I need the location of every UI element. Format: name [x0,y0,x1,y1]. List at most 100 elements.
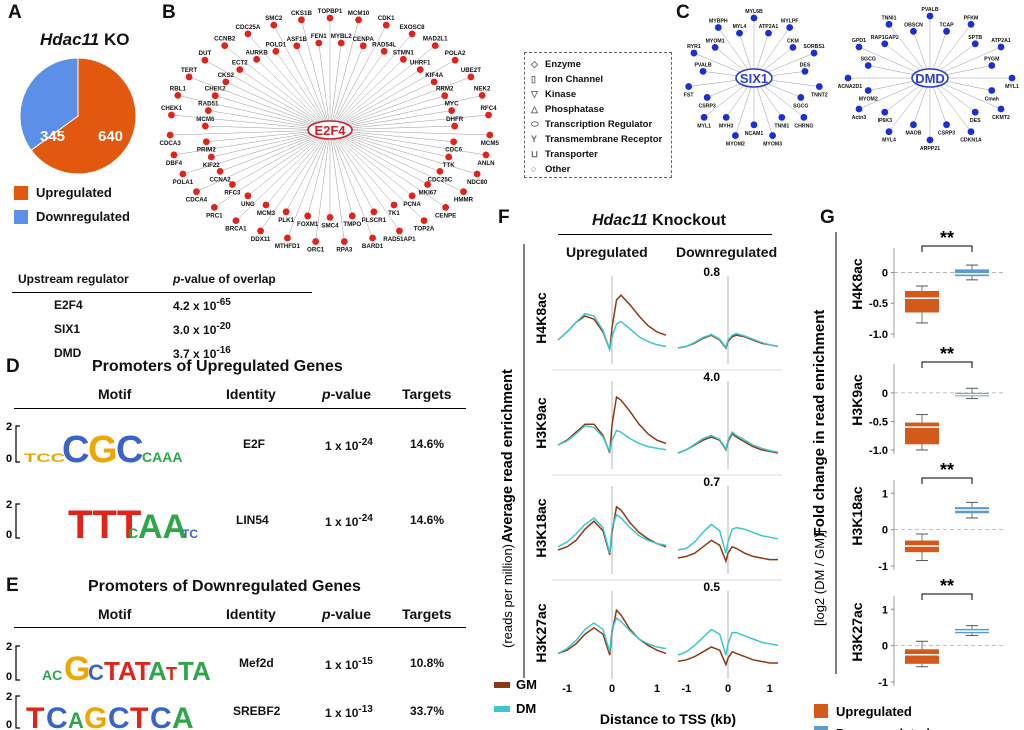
svg-text:C: C [62,429,89,468]
motif-logo-mef2d: 2 0 AC G C TAT A T TA [6,641,211,684]
g-mark-label: H3K9ac [849,374,865,426]
network-edge [275,51,331,131]
down-scale-label: 0.8 [703,265,720,279]
kinase-icon: ▽ [531,89,538,99]
f-x-tick: 0 [725,683,731,695]
six1-gene-label: TNNI1 [774,123,789,129]
dmd-gene-label: ARPP21 [920,146,940,152]
network-edge [329,51,385,131]
e2f4-gene-label: HMMR [454,197,474,204]
network-edge [329,129,464,192]
svg-text:C: C [108,702,130,730]
f-mark-label: H3K27ac [533,603,549,662]
profile-line-dm [677,332,779,349]
e2f4-node [486,131,494,139]
six1-gene-label: ATP2A1 [759,24,779,30]
e2f4-node [430,78,438,86]
e2f4-gene-label: TOPBP1 [318,8,343,15]
e2f4-gene-label: UBE2T [461,67,482,74]
e2f4-node [185,73,193,81]
e2f4-gene-label: MCM5 [481,140,500,147]
dmd-gene-label: CACNA2D1 [838,84,862,90]
e2f4-node [408,30,416,38]
e2f4-gene-label: MCM6 [196,116,215,123]
e2f4-gene-label: CDCA4 [186,197,208,204]
svg-text:TTT: TTT [68,503,141,542]
motif-pvalue: 1 x 10-24 [325,513,373,529]
e2f4-node [211,92,219,100]
e2f4-gene-label: TMPO [343,221,361,228]
g-tick-label: 0 [882,267,888,279]
e2f4-gene-label: CENPA [353,36,375,43]
dmd-node [885,128,893,136]
dmd-node [971,40,979,48]
pvalue-base: 3.0 x 10 [173,323,217,337]
table-row: E2F4 4.2 x 10-65 [12,293,312,318]
dmd-node [910,27,917,35]
e2f4-gene-label: EXOSC8 [400,24,426,31]
e2f4-gene-label: CDC25A [236,24,261,31]
e2f4-node [232,217,240,225]
f-legend-label: DM [516,701,536,716]
profile-line-dm [557,424,667,454]
dmd-gene-label: PFKM [964,15,979,21]
e2f4-gene-label: CDC25C [428,176,453,183]
e2f4-node [168,111,175,119]
e2f4-gene-label: DDX11 [251,236,271,243]
f-x-tick: 0 [609,683,615,695]
motif-identity: LIN54 [236,513,269,527]
network-edge [329,45,364,131]
box-upregulated [905,649,939,664]
e2f4-node [416,66,424,74]
chip-profile-chart: Average read enrichment (reads per milli… [494,244,782,727]
e2f4-node [201,56,209,64]
e2f4-node [222,78,230,86]
six1-node [750,121,758,129]
significance-bracket [921,593,973,600]
pvalue-exp: -15 [358,656,373,667]
network-edge [329,81,435,131]
six1-node [815,83,823,90]
dmd-gene-label: DES [970,118,981,124]
e2f4-node [355,16,362,24]
f-x-tick: 1 [767,683,773,695]
regulator-pvalue: 3.7 x 10-16 [167,341,312,365]
table-header-row: Upstream regulator p-value of overlap [12,270,312,293]
svg-text:A: A [172,702,194,730]
pvalue-exp: -24 [358,437,373,448]
legend-item: ▯ Iron Channel [531,74,603,85]
e2f4-gene-label: UHRF1 [410,60,431,67]
header-p-rest: -value [330,386,372,402]
six1-node [699,67,707,75]
network-edge [329,129,400,232]
e2f4-gene-label: MCM3 [257,210,276,217]
network-edge [256,59,331,131]
e2f4-node [436,167,444,175]
six1-gene-label: CHRNG [794,123,813,129]
e2f4-gene-label: PLK1 [278,217,294,224]
six1-gene-label: MYL4 [733,24,747,30]
e2f4-gene-label: NEK2 [474,85,491,92]
motif-logo-lin54: 2 0 TTT C AA TC [6,499,198,542]
transmembrane-receptor-icon: Y [531,134,538,144]
dmd-gene-label: SGCG [861,56,876,62]
svg-text:G: G [64,650,90,684]
pvalue-base: 1 x 10 [325,706,359,720]
six1-node [722,113,730,121]
network-edge [329,95,483,131]
network-edge [329,129,478,175]
dmd-gene-label: IP6K3 [878,118,893,124]
legend-item: ⬭ Transcription Regulator [531,119,652,130]
profile-line-dm [557,513,667,554]
motif-targets: 10.8% [410,656,445,670]
e2f4-node [326,213,334,221]
dmd-gene-label: CSRP3 [938,131,955,137]
panel-d-title: Promoters of Upregulated Genes [92,358,343,375]
pie-chart: 345 640 [19,57,137,175]
dmd-node [910,121,917,129]
dmd-node [881,108,889,116]
svg-text:C: C [46,702,68,730]
network-edge [315,129,331,242]
g-tick-label: -1.0 [869,445,888,457]
header-motif: Motif [98,386,132,402]
